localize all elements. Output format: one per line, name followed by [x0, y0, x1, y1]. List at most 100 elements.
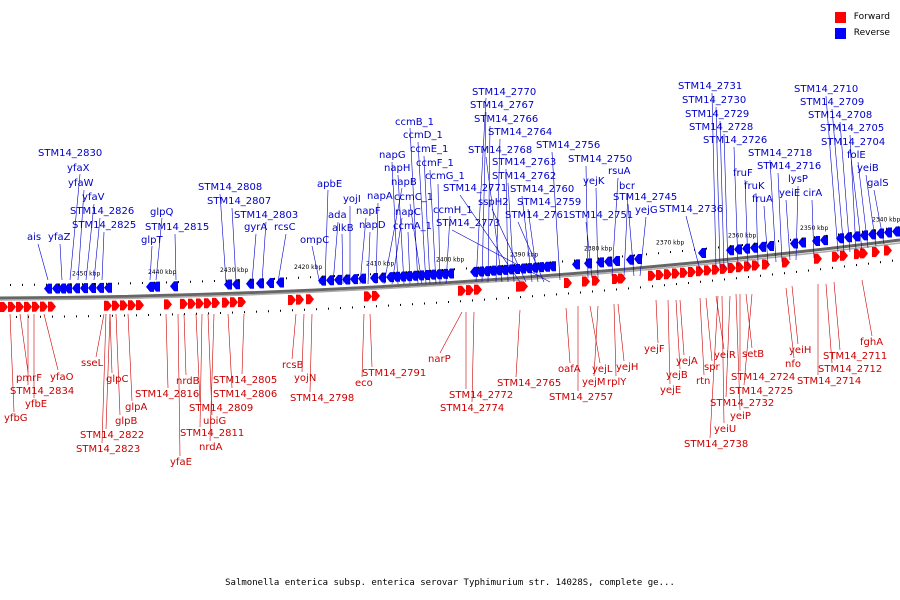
reverse-gene-arrow[interactable]	[428, 269, 436, 280]
forward-gene-arrow[interactable]	[112, 300, 120, 311]
forward-gene-arrow[interactable]	[712, 264, 720, 275]
reverse-gene-arrow[interactable]	[500, 264, 508, 275]
forward-gene-arrow[interactable]	[238, 297, 246, 308]
gene-label[interactable]: glpT	[141, 235, 163, 246]
gene-label[interactable]: STM14_2823	[76, 444, 140, 455]
reverse-gene-arrow[interactable]	[276, 277, 284, 288]
gene-label[interactable]: ada	[328, 210, 347, 221]
gene-label[interactable]: yeiP	[730, 411, 751, 422]
gene-label[interactable]: STM14_2803	[234, 210, 298, 221]
gene-label[interactable]: glpB	[115, 416, 137, 427]
forward-gene-arrow[interactable]	[736, 262, 744, 273]
gene-label[interactable]: STM14_2730	[682, 95, 746, 106]
gene-label[interactable]: yfaO	[50, 372, 74, 383]
gene-label[interactable]: STM14_2708	[808, 110, 872, 121]
gene-label[interactable]: ccmG_1	[425, 171, 465, 182]
reverse-gene-arrow[interactable]	[488, 265, 496, 276]
forward-gene-arrow[interactable]	[664, 269, 672, 280]
gene-label[interactable]: STM14_2756	[536, 140, 600, 151]
reverse-gene-arrow[interactable]	[626, 254, 634, 265]
forward-gene-arrow[interactable]	[180, 298, 188, 309]
forward-gene-arrow[interactable]	[656, 270, 664, 281]
forward-gene-arrow[interactable]	[696, 266, 704, 277]
reverse-gene-arrow[interactable]	[378, 272, 386, 283]
gene-label[interactable]: STM14_2729	[685, 109, 749, 120]
forward-gene-arrow[interactable]	[840, 250, 848, 261]
gene-label[interactable]: STM14_2759	[517, 197, 581, 208]
reverse-gene-arrow[interactable]	[876, 228, 884, 239]
forward-gene-arrow[interactable]	[592, 275, 600, 286]
reverse-gene-arrow[interactable]	[440, 268, 448, 279]
gene-label[interactable]: fruF	[733, 168, 753, 179]
gene-label[interactable]: STM14_2736	[659, 204, 723, 215]
reverse-gene-arrow[interactable]	[596, 257, 604, 268]
forward-gene-arrow[interactable]	[672, 268, 680, 279]
legend-item-reverse[interactable]: Reverse	[834, 25, 890, 41]
gene-label[interactable]: sspH2	[478, 197, 509, 208]
reverse-gene-arrow[interactable]	[232, 279, 240, 290]
forward-gene-arrow[interactable]	[680, 267, 688, 278]
gene-label[interactable]: fruA	[752, 194, 773, 205]
gene-label[interactable]: yejL	[592, 364, 613, 375]
gene-label[interactable]: ccmE_1	[410, 144, 448, 155]
gene-label[interactable]: yeiH	[789, 345, 811, 356]
gene-label[interactable]: nrdA	[199, 442, 223, 453]
gene-label[interactable]: napA	[367, 191, 393, 202]
gene-label[interactable]: eco	[355, 378, 373, 389]
gene-label[interactable]: STM14_2711	[823, 351, 887, 362]
forward-gene-arrow[interactable]	[16, 301, 24, 312]
gene-label[interactable]: sseL	[81, 358, 104, 369]
gene-label[interactable]: STM14_2815	[145, 222, 209, 233]
gene-label[interactable]: ccmD_1	[403, 130, 443, 141]
gene-label[interactable]: STM14_2718	[748, 148, 812, 159]
gene-label[interactable]: napB	[391, 177, 417, 188]
forward-gene-arrow[interactable]	[720, 263, 728, 274]
forward-gene-arrow[interactable]	[196, 298, 204, 309]
forward-gene-arrow[interactable]	[744, 261, 752, 272]
gene-label[interactable]: STM14_2705	[820, 123, 884, 134]
gene-label[interactable]: STM14_2760	[510, 184, 574, 195]
forward-gene-arrow[interactable]	[466, 285, 474, 296]
gene-label[interactable]: napF	[356, 206, 381, 217]
gene-label[interactable]: napD	[359, 220, 386, 231]
gene-label[interactable]: folE	[847, 150, 866, 161]
reverse-gene-arrow[interactable]	[836, 233, 844, 244]
forward-gene-arrow[interactable]	[24, 301, 32, 312]
forward-gene-arrow[interactable]	[832, 251, 840, 262]
gene-label[interactable]: yejM	[582, 377, 605, 388]
gene-label[interactable]: napH	[384, 163, 410, 174]
gene-label[interactable]: ubiG	[203, 416, 226, 427]
reverse-gene-arrow[interactable]	[224, 279, 232, 290]
reverse-gene-arrow[interactable]	[64, 283, 72, 294]
forward-gene-arrow[interactable]	[458, 285, 466, 296]
reverse-gene-arrow[interactable]	[358, 273, 366, 284]
gene-label[interactable]: STM14_2830	[38, 148, 102, 159]
forward-gene-arrow[interactable]	[704, 265, 712, 276]
forward-gene-arrow[interactable]	[306, 294, 314, 305]
reverse-gene-arrow[interactable]	[72, 283, 80, 294]
reverse-gene-arrow[interactable]	[758, 241, 766, 252]
gene-label[interactable]: STM14_2712	[818, 364, 882, 375]
gene-label[interactable]: yejH	[616, 362, 638, 373]
reverse-gene-arrow[interactable]	[884, 227, 892, 238]
forward-gene-arrow[interactable]	[762, 259, 770, 270]
forward-gene-arrow[interactable]	[188, 298, 196, 309]
gene-label[interactable]: yejB	[666, 370, 688, 381]
gene-label[interactable]: pmrF	[16, 373, 42, 384]
forward-gene-arrow[interactable]	[648, 270, 656, 281]
reverse-gene-arrow[interactable]	[152, 281, 160, 292]
forward-gene-arrow[interactable]	[32, 301, 40, 312]
reverse-gene-arrow[interactable]	[750, 242, 758, 253]
gene-label[interactable]: setB	[742, 349, 764, 360]
gene-label[interactable]: ompC	[300, 235, 329, 246]
reverse-gene-arrow[interactable]	[470, 266, 478, 277]
forward-gene-arrow[interactable]	[860, 248, 868, 259]
gene-label[interactable]: STM14_2757	[549, 392, 613, 403]
gene-label[interactable]: yejF	[644, 344, 665, 355]
gene-label[interactable]: STM14_2751	[569, 210, 633, 221]
gene-label[interactable]: STM14_2762	[492, 171, 556, 182]
gene-label[interactable]: STM14_2773	[436, 218, 500, 229]
forward-gene-arrow[interactable]	[564, 277, 572, 288]
reverse-gene-arrow[interactable]	[422, 270, 430, 281]
gene-label[interactable]: STM14_2763	[492, 157, 556, 168]
